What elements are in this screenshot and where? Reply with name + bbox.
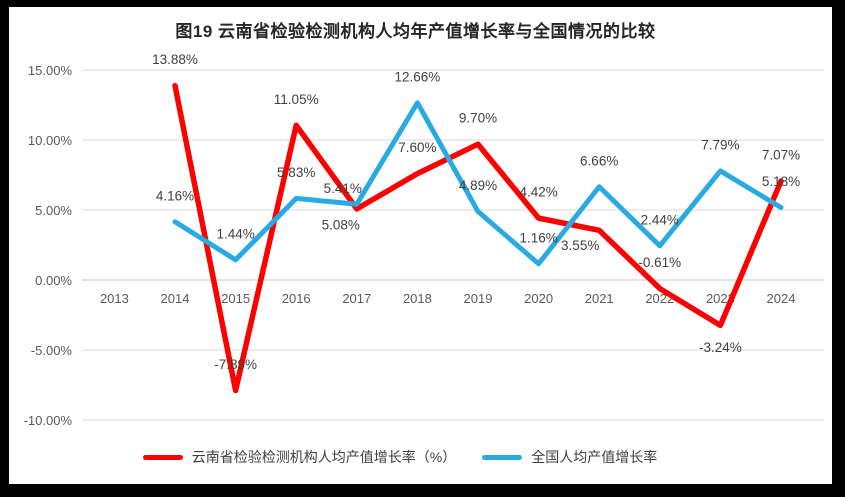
legend-item-national: 全国人均产值增长率 xyxy=(482,447,657,467)
data-label: -0.61% xyxy=(638,255,681,270)
x-tick-label: 2014 xyxy=(161,291,190,306)
legend-label-yunnan: 云南省检验检测机构人均产值增长率（%） xyxy=(191,449,457,465)
screenshot-border-bottom xyxy=(0,484,845,497)
x-tick-label: 2013 xyxy=(100,291,129,306)
x-tick-label: 2020 xyxy=(524,291,553,306)
chart-legend: 云南省检验检测机构人均产值增长率（%） 全国人均产值增长率 xyxy=(0,447,800,467)
data-label: 5.08% xyxy=(322,217,360,232)
series-line-yunnan xyxy=(172,82,784,394)
screenshot-border-top xyxy=(0,0,845,7)
data-label: 4.89% xyxy=(459,178,497,193)
data-label: 9.70% xyxy=(459,111,497,126)
x-tick-label: 2019 xyxy=(464,291,493,306)
x-tick-label: 2021 xyxy=(585,291,614,306)
data-label: 1.44% xyxy=(216,226,254,241)
screenshot-border-left xyxy=(0,0,9,497)
x-tick-label: 2017 xyxy=(342,291,371,306)
legend-line-red xyxy=(142,454,183,460)
y-tick-label: -10.00% xyxy=(24,413,73,428)
x-tick-label: 2015 xyxy=(221,291,250,306)
y-tick-label: -5.00% xyxy=(31,343,73,358)
data-label: 7.79% xyxy=(701,137,739,152)
legend-label-national: 全国人均产值增长率 xyxy=(531,449,658,465)
data-label: 1.16% xyxy=(519,230,557,245)
screenshot-border-right xyxy=(832,0,845,497)
data-label: 4.16% xyxy=(156,188,194,203)
data-label: -7.89% xyxy=(214,357,257,372)
y-tick-label: 5.00% xyxy=(35,203,72,218)
x-tick-label: 2016 xyxy=(282,291,311,306)
data-label: 3.55% xyxy=(561,238,599,253)
y-tick-label: 10.00% xyxy=(28,133,73,148)
series-line-national xyxy=(172,100,784,267)
data-label: 5.18% xyxy=(762,174,800,189)
data-label: 12.66% xyxy=(395,69,441,84)
data-label: 6.66% xyxy=(580,153,618,168)
data-label: 13.88% xyxy=(152,52,198,67)
data-label: -3.24% xyxy=(699,340,742,355)
data-label: 5.41% xyxy=(324,181,362,196)
data-label: 5.83% xyxy=(277,165,315,180)
data-label: 7.07% xyxy=(762,148,800,163)
data-label: 7.60% xyxy=(398,140,436,155)
data-label: 2.44% xyxy=(641,212,679,227)
data-label: 4.42% xyxy=(519,185,557,200)
x-tick-label: 2018 xyxy=(403,291,432,306)
legend-item-yunnan: 云南省检验检测机构人均产值增长率（%） xyxy=(142,447,457,467)
data-label: 11.05% xyxy=(274,92,319,107)
y-tick-label: 15.00% xyxy=(28,63,73,78)
chart-title: 图19 云南省检验检测机构人均年产值增长率与全国情况的比较 xyxy=(175,22,656,41)
legend-line-blue xyxy=(482,454,523,460)
x-tick-label: 2024 xyxy=(767,291,796,306)
y-tick-label: 0.00% xyxy=(35,273,72,288)
